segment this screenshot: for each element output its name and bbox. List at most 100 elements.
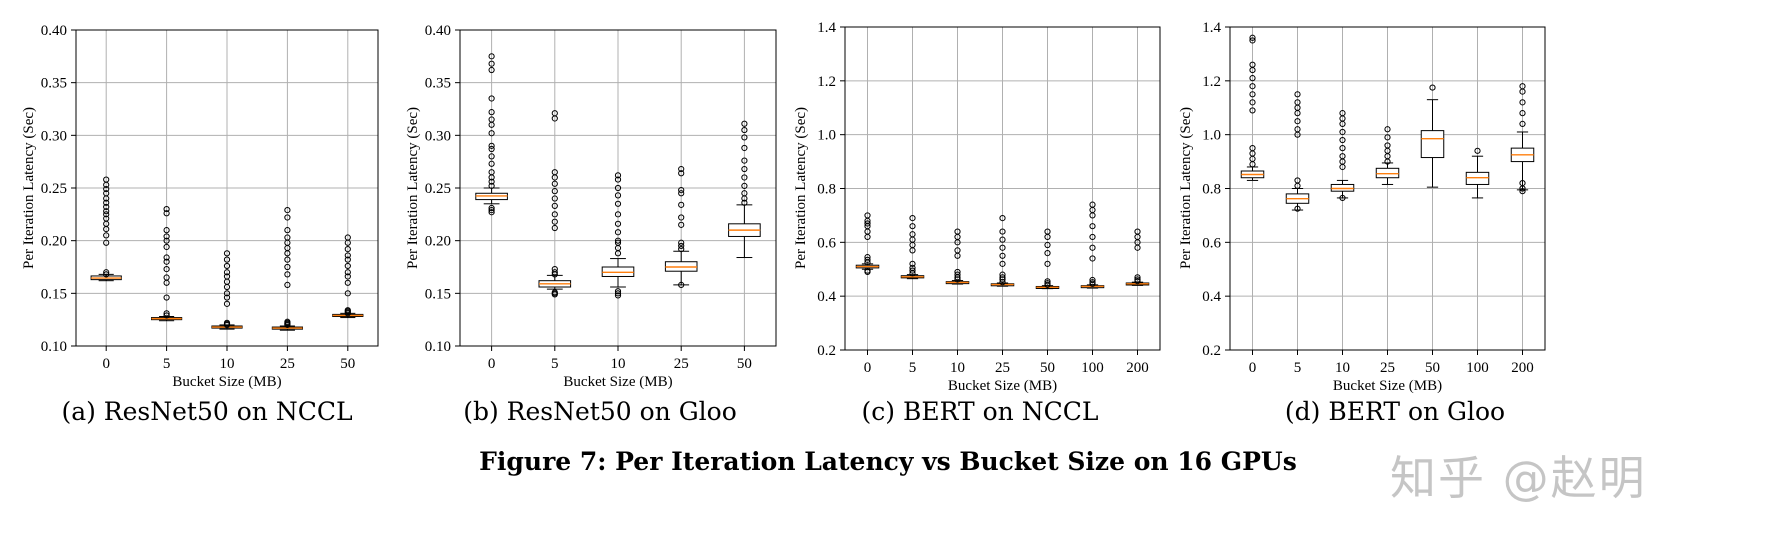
plot-frame [844,26,1161,351]
outlier-point [741,134,748,141]
y-tick-label: 1.0 [1202,128,1221,144]
y-tick-label: 0.4 [1202,289,1221,305]
outlier-point [1249,37,1256,44]
y-tick-label: 0.15 [41,286,67,302]
outlier-point [488,95,495,102]
outlier-point [999,260,1006,267]
y-tick-label: 0.30 [425,128,451,144]
outlier-point [284,227,291,234]
outlier-point [741,120,748,127]
x-tick-label: 100 [1081,360,1104,376]
y-tick-label: 0.6 [1202,235,1221,251]
outlier-point [1249,99,1256,106]
x-axis-label: Bucket Size (MB) [563,374,672,390]
box-plot-0 [1240,34,1265,181]
outlier-point [909,267,916,274]
outlier-point [488,60,495,67]
outlier-point [1044,250,1051,257]
outlier-point [163,312,170,319]
outlier-point [954,228,961,235]
y-tick-label: 0.35 [41,76,67,92]
outlier-point [103,269,110,276]
outlier-point [1249,61,1256,68]
outlier-point [163,210,170,217]
outlier-point [163,310,170,317]
outlier-point [223,300,231,307]
outlier-point [678,214,685,221]
outlier-point [488,169,495,176]
y-tick-label: 0.40 [41,23,67,39]
chart-panel-2: 0.10 0.15 0.20 0.25 0.30 0.35 0.40 0 5 10 25 50 Buck… [405,23,777,426]
outlier-point [909,223,916,230]
outlier-point [223,250,231,257]
outlier-point [1294,126,1301,133]
outlier-point [551,180,558,187]
outlier-point [1249,91,1256,98]
outlier-point [344,290,351,297]
outlier-point [999,271,1006,278]
outlier-point [1089,255,1096,262]
outlier-point [551,266,558,273]
outlier-point [163,227,170,234]
outlier-point [1249,107,1256,114]
outlier-point [1249,75,1256,82]
outlier-point [488,204,495,212]
outlier-point [741,157,748,164]
plot-frame [459,29,777,347]
outlier-point [614,176,622,183]
outlier-point [223,294,231,301]
outlier-point [103,185,110,193]
box-plot-0 [855,212,880,276]
box-plot-25 [1375,126,1400,185]
outlier-point [1134,228,1141,235]
x-axis-label: Bucket Size (MB) [172,374,281,390]
y-axis-label: Per Iteration Latency (Sec) [21,107,37,269]
outlier-point [284,281,291,289]
outlier-point [488,66,495,74]
outlier-point [551,110,558,117]
outlier-point [1089,223,1096,230]
x-tick-label: 0 [1249,360,1257,376]
outlier-point [1519,180,1526,187]
outlier-point [864,220,871,227]
outlier-point [614,172,622,179]
outlier-point [678,187,685,194]
outlier-point [223,290,231,297]
outlier-point [678,245,685,253]
box-plot-0 [90,176,122,282]
outlier-point [344,269,351,276]
outlier-point [1044,280,1051,287]
outlier-point [1089,201,1096,208]
outlier-point [1384,126,1391,133]
outlier-point [551,188,558,195]
outlier-point [488,130,495,137]
x-axis-label: Bucket Size (MB) [948,378,1057,394]
outlier-point [551,211,558,218]
outlier-point [103,211,110,218]
x-tick-label: 5 [909,360,917,376]
outlier-point [741,165,748,173]
outlier-point [678,281,685,289]
outlier-point [614,229,622,236]
outlier-point [284,263,291,271]
outlier-point [1044,278,1051,285]
outlier-point [678,242,685,250]
y-tick-label: 0.20 [41,234,67,250]
outlier-point [1339,145,1346,152]
y-tick-label: 0.25 [425,181,451,197]
y-tick-label: 0.10 [425,339,451,355]
outlier-point [223,269,231,276]
outlier-point [614,292,622,299]
outlier-point [954,247,961,254]
box-plot-5 [538,110,572,298]
outlier-point [344,307,351,314]
outlier-point [614,288,622,295]
box-plot-100 [1465,147,1490,199]
outlier-point [1339,153,1346,160]
box-plot-25 [664,165,698,289]
outlier-point [163,294,170,301]
outlier-point [344,273,351,280]
outlier-point [614,220,622,227]
outlier-point [223,319,231,326]
x-tick-label: 200 [1511,360,1534,376]
